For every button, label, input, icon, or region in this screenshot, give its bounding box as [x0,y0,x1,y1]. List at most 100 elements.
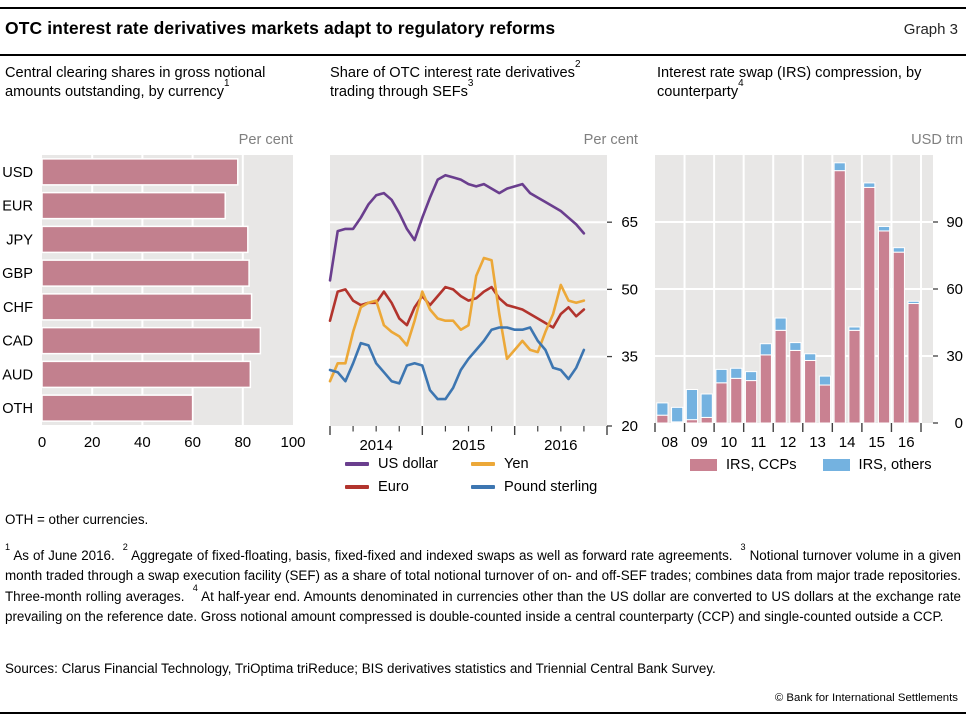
sources-line: Sources: Clarus Financial Technology, Tr… [5,661,716,676]
bar-EUR [41,191,226,220]
bar-others-2015-H1 [863,182,876,188]
legend-item-irs-others: IRS, others [822,457,932,473]
svg-text:60: 60 [946,281,963,298]
bar-ccp-2009-H1 [685,419,699,424]
stacked-bar-legend: IRS, CCPs IRS, others [690,457,932,473]
svg-text:USD: USD [2,165,33,181]
bar-others-2016-H1 [892,247,905,253]
legend-item-irs-ccps: IRS, CCPs [690,457,797,473]
legend-label: Pound sterling [504,479,598,495]
legend-item-yen: Yen [471,456,597,472]
us-dollar-swatch-icon [345,462,369,466]
series-pound-sterling [328,326,586,401]
bar-others-2013-H1 [804,353,817,361]
svg-text:10: 10 [721,434,738,451]
bar-others-2010-H1 [715,368,728,384]
svg-text:09: 09 [691,434,708,451]
legend-label: IRS, others [858,457,932,473]
bar-ccp-2016-H1 [892,251,905,424]
legend-label: Yen [504,456,529,472]
bar-others-2008-H2 [671,406,684,423]
bar-ccp-2012-H2 [789,349,802,424]
bar-CHF [41,293,253,321]
bar-ccp-2015-H1 [863,186,876,424]
series-yen [328,256,586,383]
svg-text:20: 20 [621,418,638,435]
svg-text:CAD: CAD [2,334,33,350]
header-rule [0,54,966,56]
footnotes-paragraph: 1 As of June 2016. 2 Aggregate of fixed-… [5,542,961,625]
yen-swatch-icon [471,462,495,466]
bar-OTH [41,394,194,422]
svg-text:14: 14 [839,434,856,451]
svg-text:60: 60 [184,434,201,451]
bar-others-2012-H1 [774,317,787,331]
bar-others-2015-H2 [877,225,891,232]
bar-CAD [41,326,262,355]
svg-text:20: 20 [84,434,101,451]
bar-ccp-2015-H2 [877,230,891,424]
pound-sterling-swatch-icon [471,485,495,489]
svg-text:90: 90 [946,214,963,231]
top-rule [0,7,966,9]
svg-text:Per cent: Per cent [584,132,638,148]
legend-item-pound-sterling: Pound sterling [471,479,597,495]
svg-text:30: 30 [946,348,963,365]
bar-ccp-2013-H1 [804,359,817,424]
svg-text:CHF: CHF [3,300,33,316]
bar-others-2011-H1 [744,371,758,382]
bar-others-2014-H1 [833,162,846,172]
svg-text:08: 08 [661,434,678,451]
svg-text:2014: 2014 [359,437,392,454]
bar-others-2009-H2 [700,393,713,418]
bar-others-2016-H2 [907,300,920,305]
svg-text:11: 11 [751,434,767,451]
svg-text:2016: 2016 [544,437,577,454]
euro-swatch-icon [345,485,369,489]
bar-ccp-2011-H2 [759,354,772,424]
bar-AUD [41,360,252,389]
plot-background [330,155,607,426]
panel-title-sef-share: Share of OTC interest rate derivatives2 … [330,58,581,100]
irs-ccps-swatch-icon [690,459,717,471]
bar-ccp-2010-H2 [730,377,743,424]
legend-item-euro: Euro [345,479,471,495]
bottom-rule [0,712,966,714]
svg-text:0: 0 [38,434,46,451]
graph-number-label: Graph 3 [903,21,958,38]
bar-others-2011-H2 [759,343,772,356]
legend-item-us-dollar: US dollar [345,456,471,472]
bar-USD [41,158,239,186]
svg-text:EUR: EUR [2,199,33,215]
bar-ccp-2014-H1 [833,170,846,424]
line-chart-sef-share: 2014 2015 2016 20 35 50 65 Per cent [328,132,638,454]
svg-text:13: 13 [809,434,826,451]
series-us-dollar [328,173,586,282]
page-title: OTC interest rate derivatives markets ad… [5,18,556,38]
legend-label: IRS, CCPs [726,457,797,473]
panel-title-irs-compression: Interest rate swap (IRS) compression, by… [657,65,922,100]
svg-text:OTH: OTH [2,401,33,417]
svg-text:12: 12 [780,434,797,451]
bar-others-2009-H1 [685,389,699,421]
bar-ccp-2016-H2 [907,303,920,424]
bar-others-2008-H1 [656,402,669,416]
bar-others-2013-H2 [818,375,832,386]
svg-text:35: 35 [621,349,638,366]
svg-text:Per cent: Per cent [239,132,293,148]
legend-label: Euro [378,479,409,495]
bar-others-2012-H2 [789,342,802,351]
svg-text:100: 100 [280,434,305,451]
stacked-bar-chart-irs-compression: 08 09 10 11 12 13 14 15 16 0 30 60 90 USD trn [654,132,963,451]
bar-others-2010-H2 [730,367,743,379]
svg-text:JPY: JPY [6,232,33,248]
panel-title-central-clearing: Central clearing shares in gross notiona… [5,65,266,100]
bar-JPY [41,225,249,254]
irs-others-swatch-icon [822,459,850,471]
bar-ccp-2013-H2 [818,384,832,424]
svg-text:40: 40 [134,434,151,451]
svg-text:GBP: GBP [2,266,33,282]
bar-ccp-2014-H2 [848,329,861,424]
copyright-line: © Bank for International Settlements [774,692,958,704]
